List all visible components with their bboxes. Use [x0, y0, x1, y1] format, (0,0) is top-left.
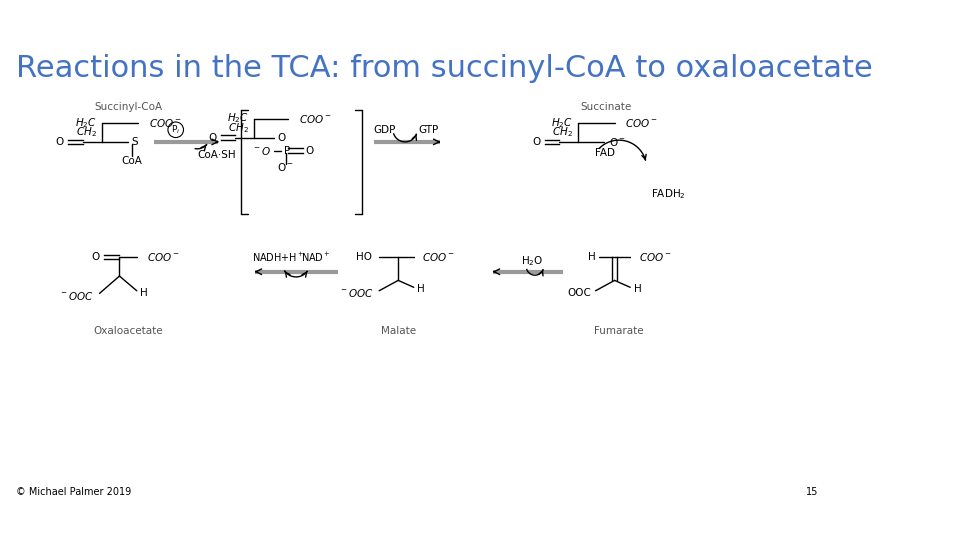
Text: $H_2C$: $H_2C$	[75, 116, 97, 130]
Text: $COO^-$: $COO^-$	[149, 117, 182, 129]
Text: $COO^-$: $COO^-$	[422, 251, 455, 263]
Text: CoA·SH: CoA·SH	[197, 150, 236, 160]
Text: O: O	[91, 252, 100, 262]
Text: NAD$^+$: NAD$^+$	[301, 251, 331, 264]
Text: P: P	[284, 146, 290, 156]
Text: Reactions in the TCA: from succinyl-CoA to oxaloacetate: Reactions in the TCA: from succinyl-CoA …	[15, 53, 873, 83]
Text: Fumarate: Fumarate	[594, 326, 644, 335]
Text: GDP: GDP	[373, 125, 396, 135]
Text: $H_2C$: $H_2C$	[551, 116, 573, 130]
Text: $CH_2$: $CH_2$	[228, 121, 249, 135]
Text: © Michael Palmer 2019: © Michael Palmer 2019	[15, 487, 131, 497]
Text: NADH+H$^+$: NADH+H$^+$	[252, 251, 305, 264]
Text: FAD: FAD	[594, 148, 614, 158]
Text: $^-O$: $^-O$	[252, 145, 271, 157]
Text: H: H	[634, 284, 641, 294]
Text: Succinyl-CoA: Succinyl-CoA	[94, 102, 162, 112]
Text: $^-OOC$: $^-OOC$	[339, 287, 374, 299]
Text: 15: 15	[805, 487, 818, 497]
Text: Succinate: Succinate	[580, 102, 632, 112]
Text: O: O	[277, 132, 285, 143]
Text: $H_2C$: $H_2C$	[227, 112, 249, 125]
Text: $COO^-$: $COO^-$	[299, 112, 332, 125]
Text: O: O	[533, 137, 541, 147]
Text: O: O	[208, 132, 216, 143]
Text: FADH$_2$: FADH$_2$	[651, 187, 685, 201]
Text: O: O	[305, 146, 314, 156]
Text: OOC: OOC	[567, 287, 591, 298]
Text: $COO^-$: $COO^-$	[147, 251, 180, 263]
Text: $^-OOC$: $^-OOC$	[59, 290, 93, 302]
Text: H: H	[588, 252, 595, 262]
Text: $COO^-$: $COO^-$	[638, 251, 672, 263]
Text: Oxaloacetate: Oxaloacetate	[93, 326, 163, 335]
Text: O$^-$: O$^-$	[609, 136, 626, 148]
Text: S: S	[132, 137, 138, 147]
Text: P$_i$: P$_i$	[171, 124, 180, 136]
Text: O$^-$: O$^-$	[277, 161, 294, 173]
Text: CoA: CoA	[121, 156, 142, 166]
Text: H: H	[418, 284, 425, 294]
Text: $COO^-$: $COO^-$	[625, 117, 658, 129]
Text: HO: HO	[356, 252, 372, 262]
Text: O: O	[55, 137, 63, 147]
Text: $CH_2$: $CH_2$	[552, 125, 573, 139]
Text: Malate: Malate	[380, 326, 416, 335]
Text: H$_2$O: H$_2$O	[521, 254, 543, 268]
Text: H: H	[140, 287, 148, 298]
Text: $CH_2$: $CH_2$	[76, 125, 97, 139]
Text: GTP: GTP	[419, 125, 439, 135]
